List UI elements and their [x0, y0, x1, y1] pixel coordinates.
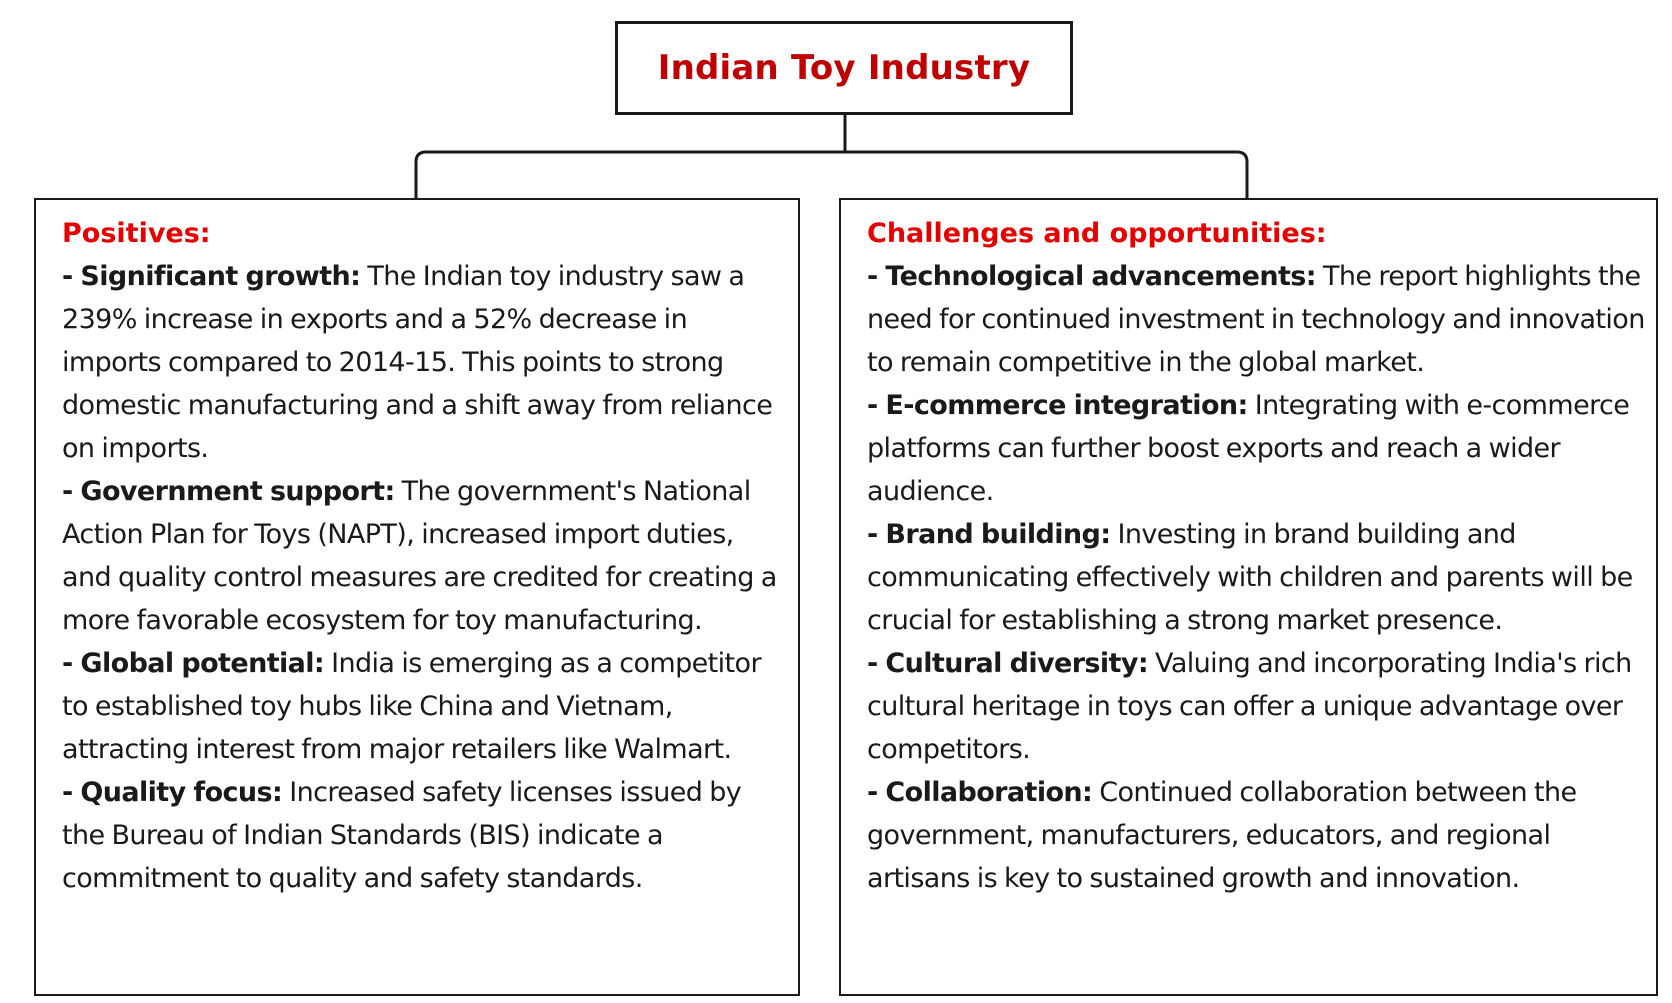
item-label: Cultural diversity:	[885, 648, 1149, 679]
list-item: - Brand building: Investing in brand bui…	[867, 513, 1646, 642]
list-item: - Global potential: India is emerging as…	[62, 642, 788, 771]
positives-heading: Positives:	[62, 218, 211, 249]
list-item: - Quality focus: Increased safety licens…	[62, 771, 788, 900]
item-dash: -	[62, 648, 81, 679]
item-text: Increased safety licenses issued by the …	[62, 777, 742, 894]
list-item: - Significant growth: The Indian toy ind…	[62, 255, 788, 470]
item-label: Quality focus:	[80, 777, 283, 808]
item-text: The government's National Action Plan fo…	[62, 476, 777, 636]
list-item: - Technological advancements: The report…	[867, 255, 1646, 384]
item-label: Collaboration:	[885, 777, 1093, 808]
item-text: Integrating with e-commerce platforms ca…	[867, 390, 1630, 507]
list-item: - Government support: The government's N…	[62, 470, 788, 642]
item-text: The Indian toy industry saw a 239% incre…	[62, 261, 773, 464]
item-dash: -	[62, 261, 81, 292]
item-dash: -	[867, 261, 886, 292]
item-text: Investing in brand building and communic…	[867, 519, 1633, 636]
item-dash: -	[867, 390, 886, 421]
item-label: Government support:	[80, 476, 395, 507]
item-dash: -	[867, 777, 886, 808]
item-label: Brand building:	[885, 519, 1111, 550]
title-box: Indian Toy Industry	[615, 21, 1073, 115]
item-dash: -	[867, 519, 886, 550]
list-item: - Cultural diversity: Valuing and incorp…	[867, 642, 1646, 771]
item-label: Technological advancements:	[885, 261, 1316, 292]
item-label: E-commerce integration:	[885, 390, 1248, 421]
item-label: Global potential:	[80, 648, 325, 679]
item-label: Significant growth:	[80, 261, 361, 292]
diagram-title: Indian Toy Industry	[657, 48, 1031, 88]
item-dash: -	[867, 648, 886, 679]
positives-panel: Positives: - Significant growth: The Ind…	[34, 198, 800, 996]
connector-branch	[414, 150, 1249, 198]
challenges-panel: Challenges and opportunities: - Technolo…	[839, 198, 1658, 996]
item-dash: -	[62, 777, 81, 808]
challenges-heading: Challenges and opportunities:	[867, 218, 1327, 249]
item-text: Continued collaboration between the gove…	[867, 777, 1577, 894]
item-text: Valuing and incorporating India's rich c…	[867, 648, 1632, 765]
item-text: India is emerging as a competitor to est…	[62, 648, 762, 765]
list-item: - E-commerce integration: Integrating wi…	[867, 384, 1646, 513]
list-item: - Collaboration: Continued collaboration…	[867, 771, 1646, 900]
item-dash: -	[62, 476, 81, 507]
item-text: The report highlights the need for conti…	[867, 261, 1645, 378]
